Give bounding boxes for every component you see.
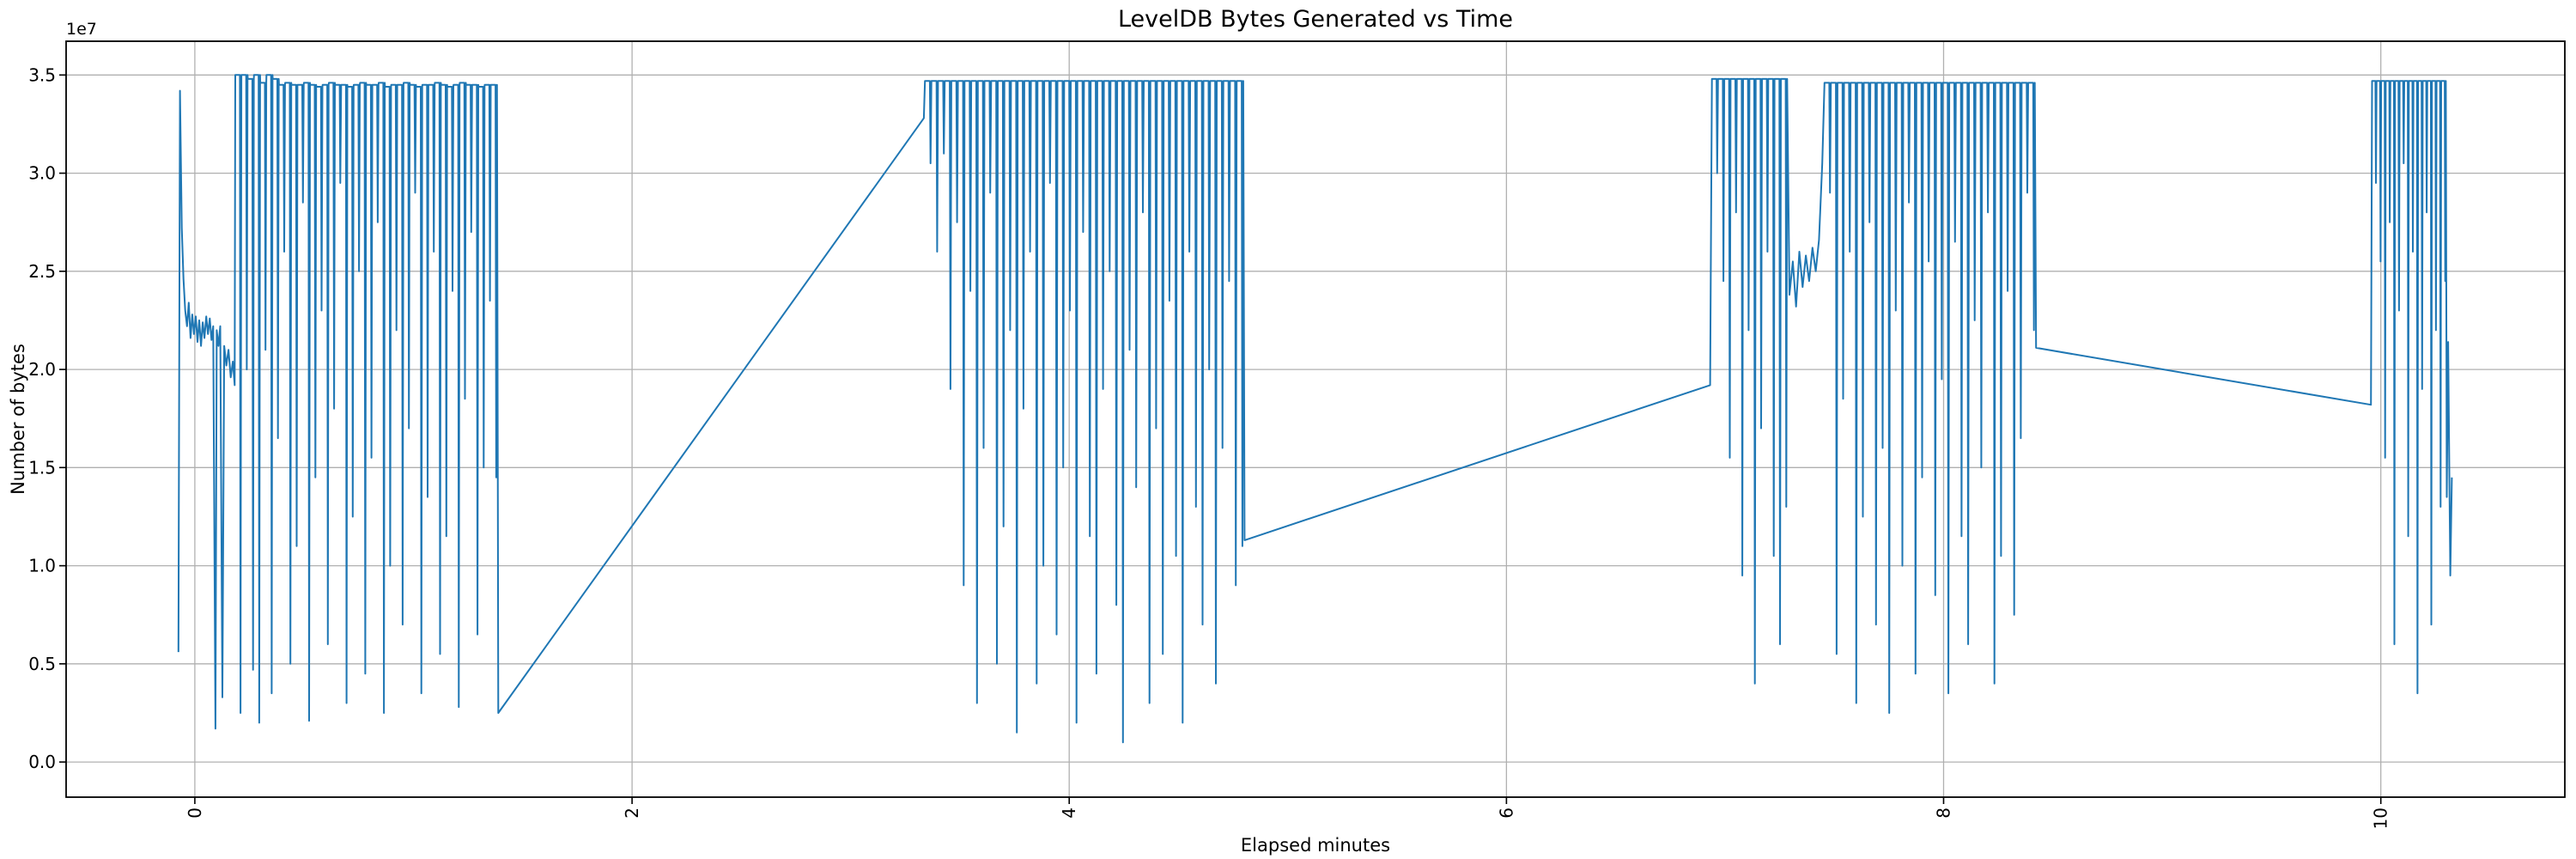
x-axis-ticks: 0 2 4 6 8 10 [185, 797, 2391, 829]
data-series [177, 74, 2453, 744]
bytes-generated-line [177, 74, 2453, 744]
y-tick-label: 3.0 [28, 163, 56, 184]
y-tick-label: 1.0 [28, 556, 56, 576]
x-tick-label: 2 [622, 807, 642, 819]
axes-spines [65, 40, 2566, 798]
y-tick-label: 3.5 [28, 64, 56, 85]
y-axis-ticks: 0.0 0.5 1.0 1.5 2.0 2.5 3.0 3.5 [28, 64, 66, 772]
x-tick-label: 4 [1059, 807, 1079, 819]
y-tick-label: 2.5 [28, 261, 56, 282]
y-axis-offset-text: 1e7 [66, 20, 97, 39]
x-tick-label: 8 [1934, 807, 1954, 819]
x-tick-label: 6 [1496, 807, 1516, 819]
y-tick-label: 0.0 [28, 752, 56, 772]
y-axis-label: Number of bytes [8, 344, 28, 495]
x-axis-label: Elapsed minutes [1241, 835, 1390, 856]
y-tick-label: 2.0 [28, 359, 56, 380]
x-tick-label: 0 [185, 807, 205, 819]
chart-title: LevelDB Bytes Generated vs Time [1118, 6, 1513, 33]
x-tick-label: 10 [2371, 807, 2391, 829]
y-tick-label: 0.5 [28, 654, 56, 674]
y-tick-label: 1.5 [28, 457, 56, 478]
